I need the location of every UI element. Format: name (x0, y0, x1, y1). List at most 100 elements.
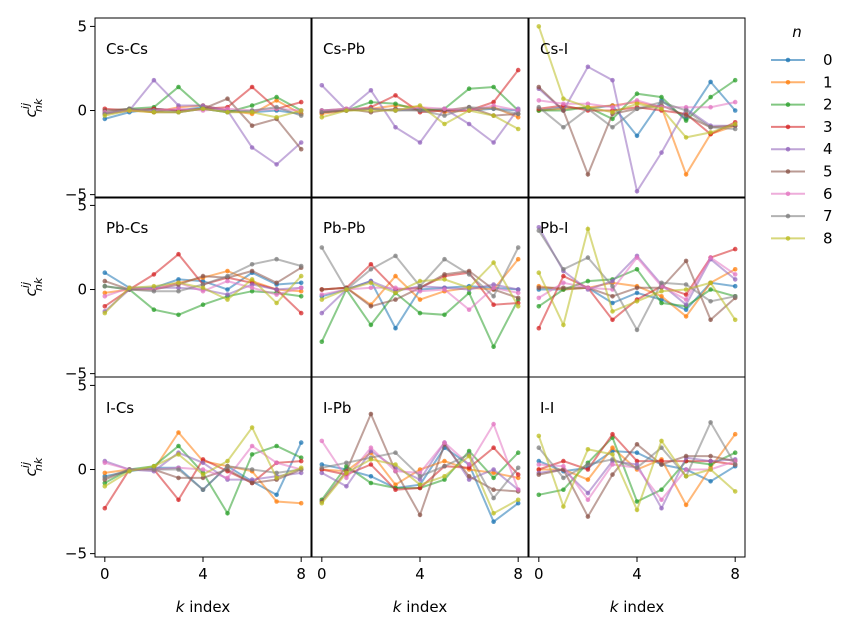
y-axis-label: cijnk (19, 457, 45, 476)
data-point (274, 292, 279, 297)
data-point (249, 282, 255, 287)
data-point (442, 256, 447, 262)
data-point (561, 101, 566, 107)
data-point (102, 310, 108, 316)
data-point (298, 294, 304, 299)
data-point (466, 290, 472, 296)
data-point (393, 482, 398, 488)
data-point (102, 283, 108, 289)
legend-marker (785, 213, 791, 219)
data-point (515, 465, 521, 471)
data-point (176, 452, 181, 457)
data-point (634, 507, 640, 513)
data-point (249, 84, 255, 90)
data-point (683, 258, 689, 264)
data-point (732, 462, 738, 467)
data-point (102, 116, 108, 122)
x-tick-label: 8 (513, 565, 523, 583)
data-point (102, 470, 108, 476)
data-point (200, 460, 206, 466)
data-point (683, 172, 689, 177)
x-tick-label: 8 (730, 565, 740, 583)
legend-marker (785, 169, 791, 174)
data-point (466, 121, 472, 127)
data-point (225, 109, 230, 115)
data-point (561, 463, 566, 469)
x-tick-label: 0 (100, 565, 110, 583)
data-point (561, 322, 566, 328)
legend-marker (785, 236, 791, 241)
legend-entry-label: 5 (823, 163, 833, 181)
data-point (102, 290, 108, 296)
data-point (708, 299, 713, 304)
data-point (225, 96, 230, 101)
data-point (298, 285, 304, 291)
y-tick-label: 5 (77, 376, 87, 394)
data-point (659, 487, 664, 493)
data-point (274, 443, 279, 449)
data-point (634, 106, 640, 112)
data-point (491, 140, 496, 145)
data-point (274, 98, 279, 103)
y-tick-label: 0 (77, 102, 87, 120)
data-point (466, 108, 472, 113)
data-point (466, 86, 472, 91)
data-point (466, 285, 472, 291)
data-point (368, 99, 374, 105)
data-point (610, 309, 615, 314)
data-point (610, 77, 615, 83)
data-point (176, 467, 181, 472)
data-point (319, 470, 325, 476)
data-point (200, 288, 206, 294)
data-point (249, 109, 255, 115)
data-point (127, 108, 132, 113)
legend-entry-label: 8 (823, 229, 833, 247)
data-point (368, 462, 374, 467)
data-point (610, 431, 615, 437)
data-point (515, 295, 521, 301)
data-point (466, 462, 472, 467)
data-point (561, 280, 566, 286)
data-point (732, 121, 738, 127)
data-point (610, 109, 615, 115)
data-point (298, 140, 304, 145)
data-point (732, 489, 738, 494)
data-point (274, 460, 279, 466)
data-point (176, 288, 181, 294)
data-point (368, 108, 374, 113)
data-point (515, 245, 521, 250)
panel-title: Pb-Pb (323, 219, 366, 237)
data-point (610, 125, 615, 130)
data-point (417, 140, 423, 145)
data-point (536, 225, 542, 230)
data-point (442, 477, 447, 482)
legend-entry-label: 1 (823, 73, 833, 91)
data-point (344, 108, 349, 113)
panel-title: Cs-Cs (106, 40, 148, 58)
y-tick-label: 0 (77, 461, 87, 479)
data-point (634, 255, 640, 260)
data-point (561, 96, 566, 101)
data-point (491, 103, 496, 108)
data-point (225, 268, 230, 274)
data-point (659, 505, 664, 511)
data-point (708, 453, 713, 459)
data-point (417, 310, 423, 316)
data-point (249, 480, 255, 486)
x-axis-label: k index (610, 598, 665, 616)
data-point (536, 104, 542, 110)
data-point (491, 421, 496, 427)
data-point (368, 445, 374, 451)
data-point (249, 477, 255, 482)
data-point (176, 285, 181, 291)
data-point (274, 475, 279, 481)
x-tick-label: 4 (415, 565, 425, 583)
panel-i-cs: I-Cs −5 0 5 cijnk 0 4 8 k index (19, 376, 312, 616)
data-point (225, 463, 230, 469)
data-point (515, 472, 521, 477)
data-point (561, 487, 566, 493)
data-point (298, 288, 304, 294)
data-point (368, 411, 374, 417)
